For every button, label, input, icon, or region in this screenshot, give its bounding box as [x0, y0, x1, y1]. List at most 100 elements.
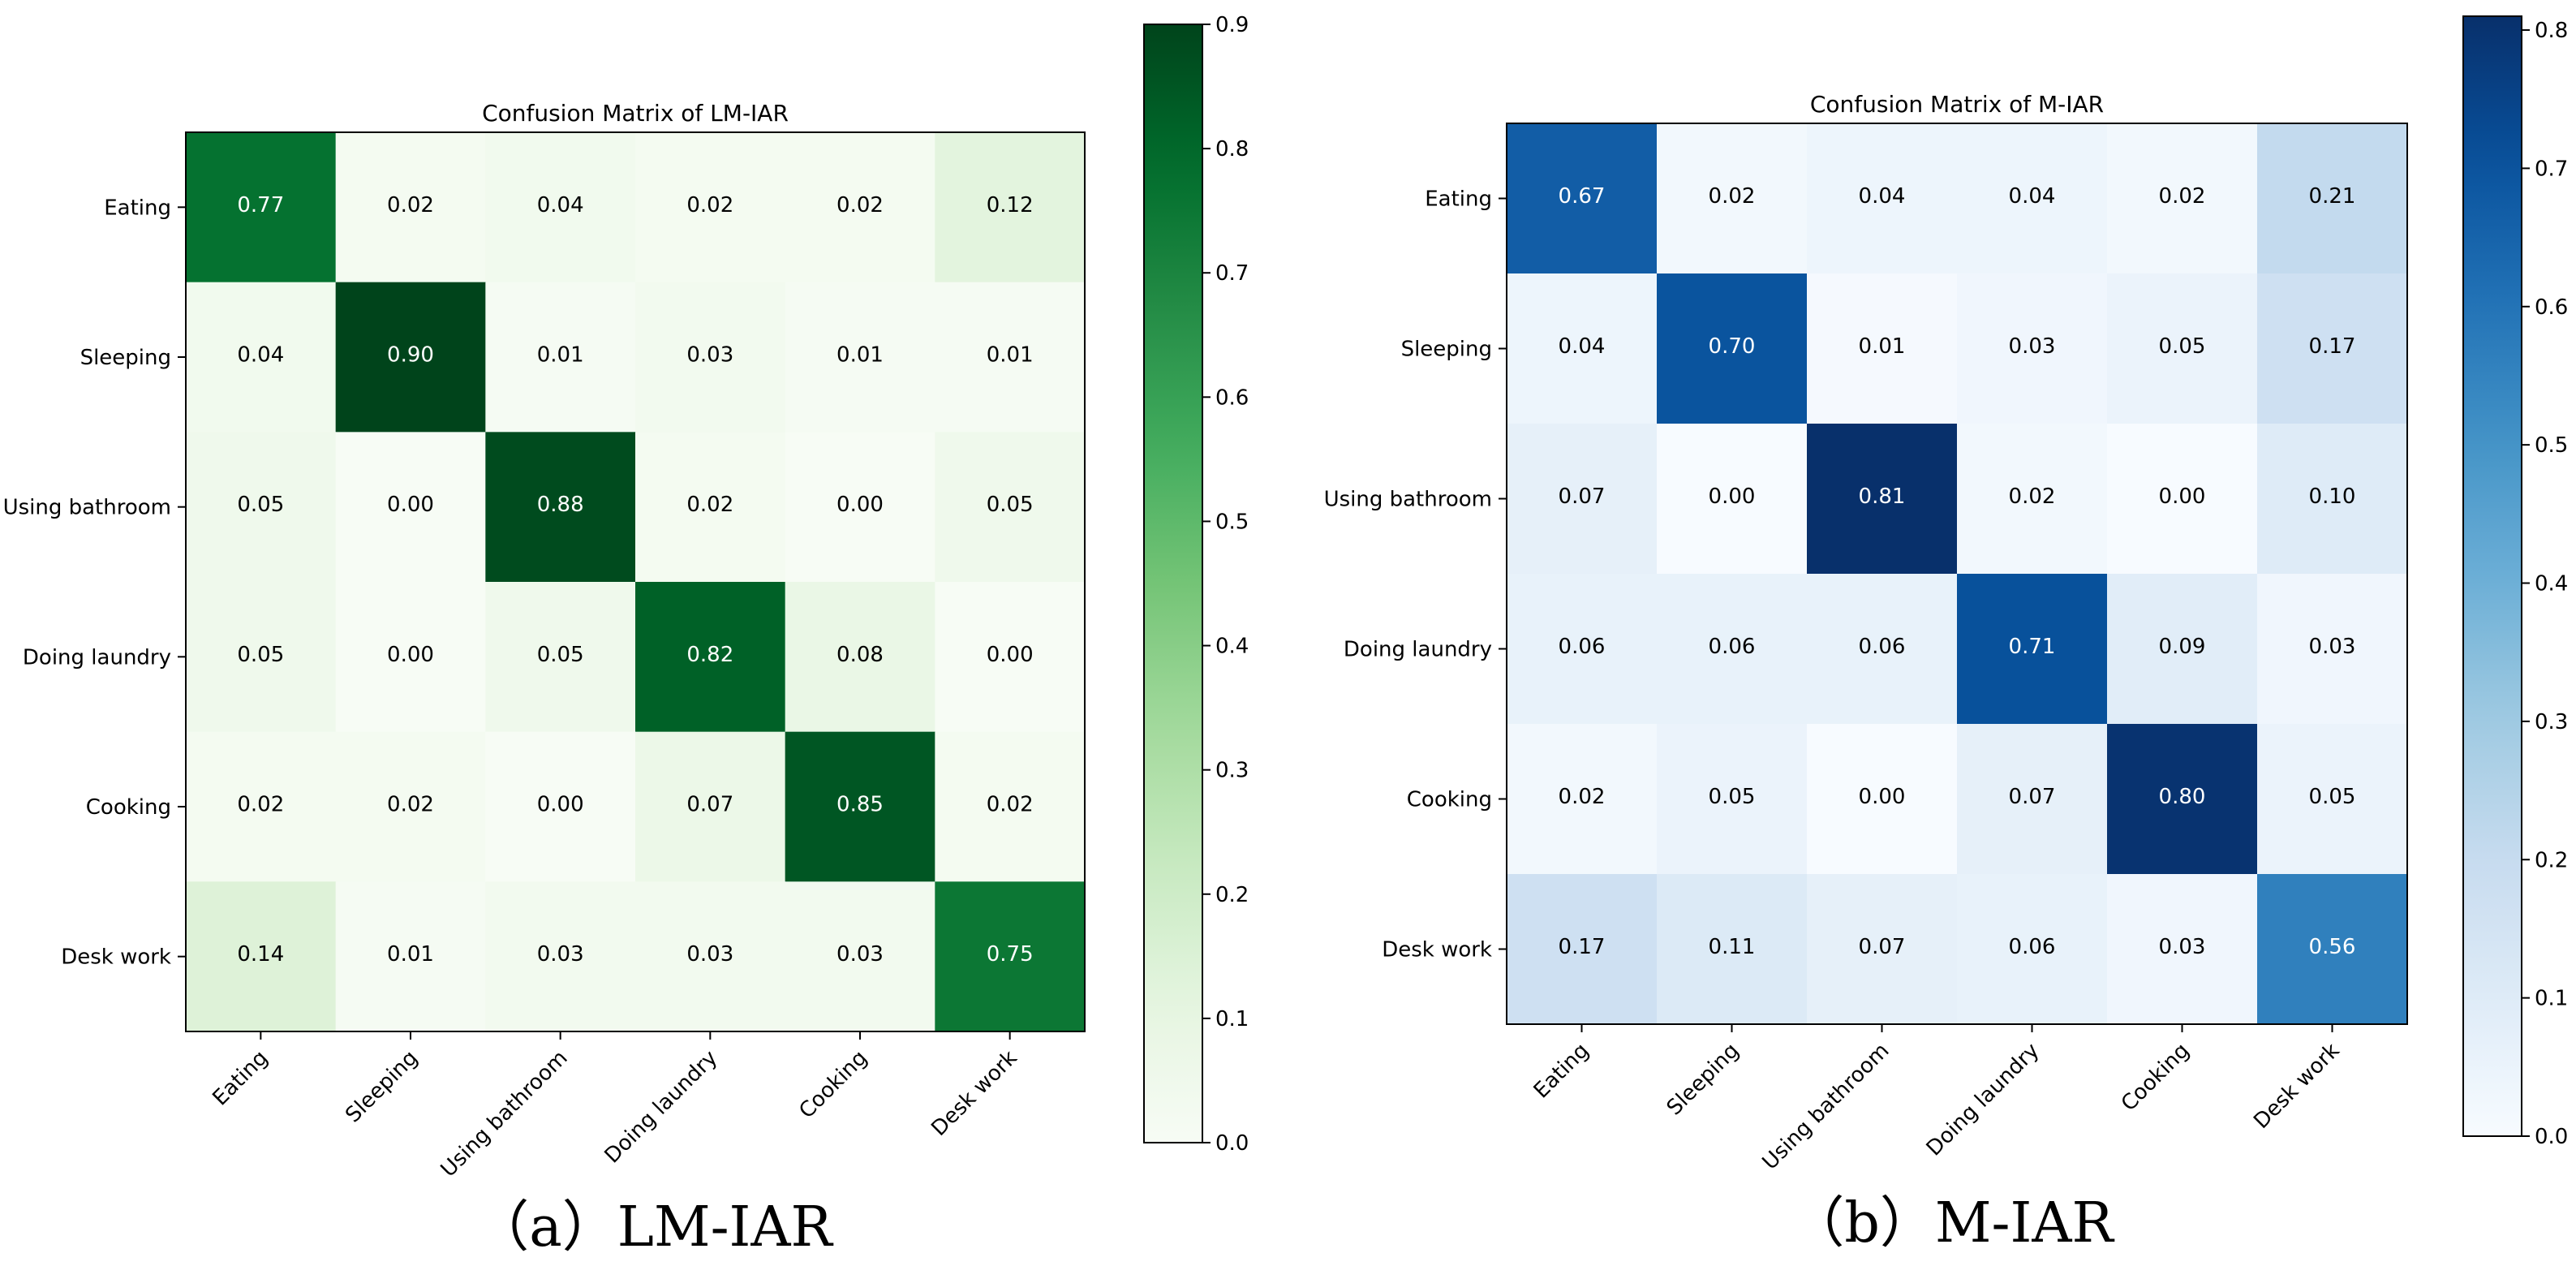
heatmap-cell	[785, 881, 935, 1032]
heatmap-cell	[2107, 724, 2258, 875]
heatmap-cell	[785, 582, 935, 733]
x-tick-label: Using bathroom	[437, 1046, 573, 1182]
cell-value-label: 0.05	[237, 493, 284, 517]
heatmap-cell	[935, 881, 1086, 1032]
heatmap-cell	[785, 432, 935, 583]
heatmap-cell	[485, 582, 636, 733]
colorbar-tick-label: 0.7	[1215, 261, 1249, 286]
colorbar-tick-label: 0.4	[2535, 572, 2568, 596]
heatmap-cell	[785, 731, 935, 882]
cell-value-label: 0.03	[537, 942, 584, 967]
heatmap-cell	[1507, 874, 1658, 1025]
subfigure-caption: （b）M-IAR	[1789, 1191, 2114, 1255]
y-tick-label: Doing laundry	[1344, 638, 1492, 662]
x-tick-label: Doing laundry	[600, 1046, 723, 1169]
x-tick-label: Eating	[209, 1046, 273, 1111]
colorbar-tick-label: 0.2	[1215, 883, 1249, 907]
cell-value-label: 0.06	[1709, 635, 1756, 659]
cell-value-label: 0.88	[537, 493, 584, 517]
colorbar-tick-label: 0.6	[1215, 385, 1249, 410]
cell-value-label: 0.00	[987, 643, 1034, 667]
heatmap-cell	[1957, 123, 2108, 274]
cell-value-label: 0.04	[537, 193, 584, 217]
cell-value-label: 0.05	[1709, 785, 1756, 809]
subfigure-caption: （a）LM-IAR	[474, 1195, 833, 1260]
cell-value-label: 0.02	[987, 793, 1034, 817]
y-tick-label: Eating	[1425, 187, 1492, 212]
cell-value-label: 0.05	[2159, 334, 2206, 359]
cell-value-label: 0.02	[387, 193, 434, 217]
cell-value-label: 0.00	[836, 493, 884, 517]
chart-title: Confusion Matrix of LM-IAR	[482, 100, 789, 127]
colorbar-tick-label: 0.6	[2535, 295, 2568, 320]
heatmap-cell	[635, 731, 786, 882]
y-tick-label: Sleeping	[1401, 338, 1492, 362]
cell-value-label: 0.07	[1859, 935, 1906, 959]
heatmap-cell	[635, 282, 786, 433]
heatmap-cell	[1657, 724, 1808, 875]
heatmap-cell	[186, 731, 337, 882]
cell-value-label: 0.04	[1559, 334, 1606, 359]
heatmap-cell	[635, 432, 786, 583]
cell-value-label: 0.04	[1859, 184, 1906, 209]
y-tick-label: Desk work	[1382, 938, 1492, 962]
cell-value-label: 0.06	[1859, 635, 1906, 659]
y-tick-label: Using bathroom	[3, 496, 171, 520]
cell-value-label: 0.05	[987, 493, 1034, 517]
heatmap-cell	[485, 731, 636, 882]
cell-value-label: 0.09	[2159, 635, 2206, 659]
cell-value-label: 0.77	[237, 193, 284, 217]
cell-value-label: 0.00	[387, 493, 434, 517]
cell-value-label: 0.02	[2009, 484, 2056, 509]
heatmap-cell	[335, 881, 486, 1032]
heatmap-cell	[1957, 273, 2108, 424]
heatmap-cell	[1657, 424, 1808, 575]
colorbar-tick-label: 0.3	[2535, 710, 2568, 734]
colorbar-tick-label: 0.0	[2535, 1125, 2568, 1149]
x-tick-label: Sleeping	[1662, 1039, 1744, 1121]
heatmap-cell	[1507, 724, 1658, 875]
x-tick-label: Sleeping	[341, 1046, 423, 1128]
colorbar-tick-label: 0.9	[1215, 13, 1249, 37]
colorbar-tick-label: 0.1	[1215, 1007, 1249, 1031]
colorbar-tick-label: 0.3	[1215, 759, 1249, 783]
colorbar-tick-label: 0.2	[2535, 848, 2568, 872]
heatmap-cell	[186, 582, 337, 733]
cell-value-label: 0.02	[1709, 184, 1756, 209]
cell-value-label: 0.02	[836, 193, 884, 217]
cell-value-label: 0.80	[2159, 785, 2206, 809]
cell-value-label: 0.03	[2159, 935, 2206, 959]
colorbar-tick-label: 0.4	[1215, 635, 1249, 659]
heatmap-cell	[2107, 574, 2258, 725]
heatmap-cell	[1957, 424, 2108, 575]
y-tick-label: Sleeping	[80, 346, 171, 370]
heatmap-cell	[935, 282, 1086, 433]
heatmap-cell	[2107, 123, 2258, 274]
x-tick-label: Doing laundry	[1922, 1039, 2045, 1161]
x-tick-label: Cooking	[2117, 1039, 2195, 1117]
heatmap-cell	[1507, 123, 1658, 274]
heatmap-cell	[1807, 273, 1958, 424]
cell-value-label: 0.01	[836, 343, 884, 368]
cell-value-label: 0.05	[2309, 785, 2356, 809]
cell-value-label: 0.10	[2309, 484, 2356, 509]
x-tick-label: Cooking	[794, 1046, 872, 1124]
cell-value-label: 0.00	[537, 793, 584, 817]
y-tick-label: Using bathroom	[1324, 488, 1492, 512]
cell-value-label: 0.05	[537, 643, 584, 667]
cell-value-label: 0.02	[237, 793, 284, 817]
chart-lm: Confusion Matrix of LM-IAR 0.77 0.02 0.04 0.…	[3, 13, 1249, 1260]
cell-value-label: 0.03	[836, 942, 884, 967]
heatmap-cell	[485, 282, 636, 433]
colorbar	[2462, 15, 2522, 1137]
heatmap-cell	[186, 881, 337, 1032]
cell-value-label: 0.04	[237, 343, 284, 368]
heatmap-cell	[2257, 574, 2408, 725]
y-tick-label: Desk work	[61, 945, 171, 970]
colorbar-tick-label: 0.7	[2535, 157, 2568, 181]
cell-value-label: 0.00	[1709, 484, 1756, 509]
heatmap-cell	[935, 432, 1086, 583]
heatmap-cell	[635, 132, 786, 283]
x-tick-label: Desk work	[927, 1046, 1021, 1141]
x-tick-label: Using bathroom	[1758, 1039, 1894, 1175]
